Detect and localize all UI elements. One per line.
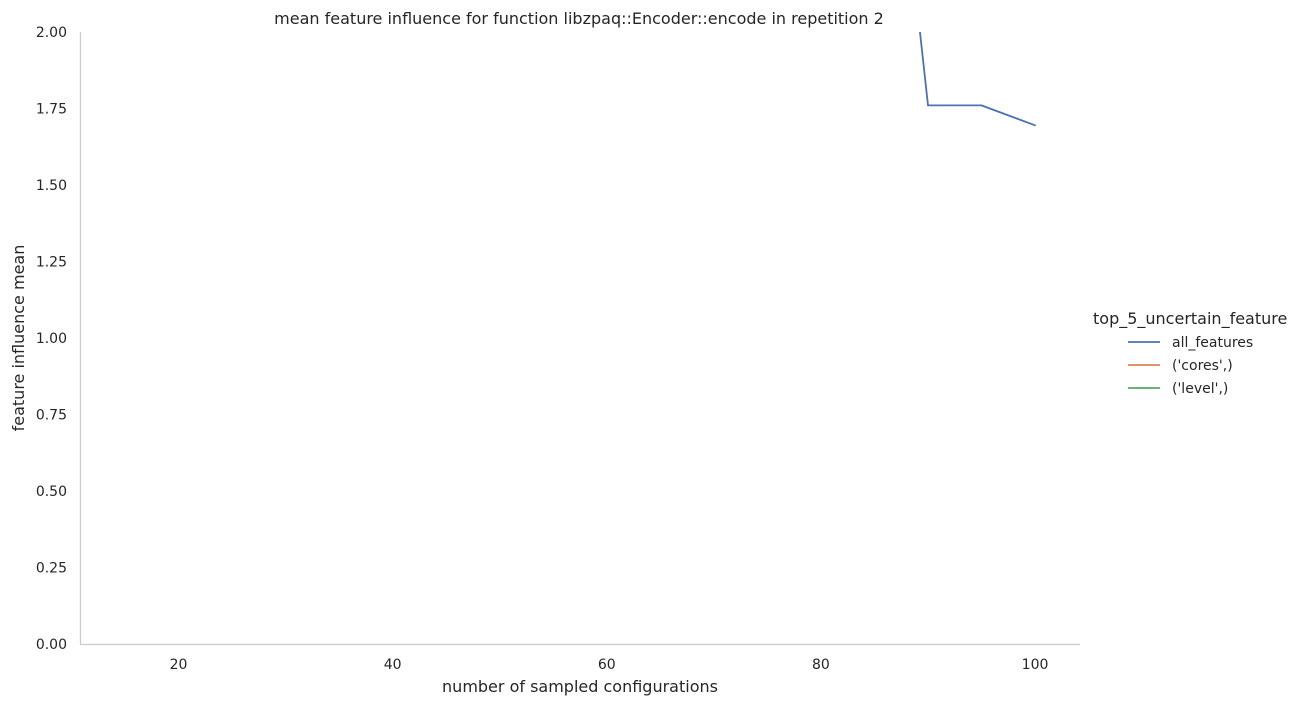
legend-title: top_5_uncertain_feature: [1093, 309, 1287, 329]
legend: top_5_uncertain_feature all_features ('co…: [1093, 309, 1287, 397]
x-tick-label: 20: [170, 657, 188, 673]
y-tick-label: 0.75: [36, 408, 67, 424]
y-axis-title: feature influence mean: [9, 245, 28, 432]
y-tick-label: 0.25: [36, 561, 67, 577]
x-tick-label: 40: [384, 657, 402, 673]
legend-label: all_features: [1172, 335, 1253, 351]
x-axis-title: number of sampled configurations: [442, 677, 718, 696]
y-tick-label: 2.00: [36, 25, 67, 41]
x-tick-label: 100: [1022, 657, 1049, 673]
legend-label: ('level',): [1172, 381, 1228, 397]
y-tick-label: 1.25: [36, 255, 67, 271]
x-tick-label: 80: [812, 657, 830, 673]
legend-items: all_features ('cores',) ('level',): [1128, 335, 1253, 397]
series-layer: [919, 32, 1036, 127]
legend-label: ('cores',): [1172, 358, 1233, 374]
y-tick-labels: 0.00 0.25 0.50 0.75 1.00 1.25 1.50 1.75 2.00: [36, 25, 67, 653]
chart-title: mean feature influence for function libz…: [274, 9, 884, 28]
y-tick-label: 0.50: [36, 484, 67, 500]
y-tick-label: 0.00: [36, 637, 67, 653]
x-tick-labels: 20 40 60 80 100: [170, 657, 1049, 673]
series-line: [919, 32, 1036, 127]
y-tick-label: 1.00: [36, 331, 67, 347]
x-tick-label: 60: [598, 657, 616, 673]
plot-area: 0.00 0.25 0.50 0.75 1.00 1.25 1.50 1.75 2.00 20 4…: [36, 25, 1080, 673]
y-tick-label: 1.75: [36, 102, 67, 118]
y-tick-label: 1.50: [36, 178, 67, 194]
